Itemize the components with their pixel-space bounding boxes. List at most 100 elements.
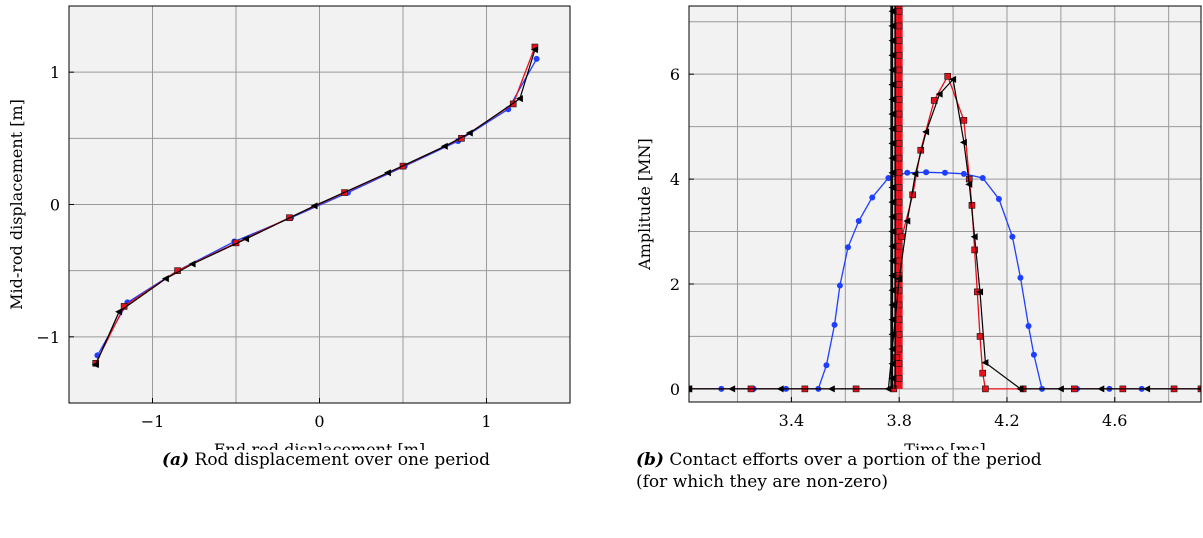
data-point <box>310 202 318 210</box>
spike-marker <box>895 110 903 118</box>
data-point <box>904 169 911 176</box>
data-point <box>465 129 473 137</box>
data-point <box>979 175 986 182</box>
data-point <box>509 100 517 108</box>
y-axis-label: Mid-rod displacement [m] <box>7 99 26 310</box>
data-point <box>1025 322 1032 329</box>
spike-marker <box>895 154 903 162</box>
data-point <box>440 142 448 150</box>
spike-marker <box>895 22 903 30</box>
tick-labels: −1 0 1 −1 0 1 <box>36 63 491 431</box>
data-point <box>1030 351 1037 358</box>
spike-marker <box>888 169 896 177</box>
spike-marker <box>895 375 903 382</box>
spike-marker <box>888 257 896 265</box>
x-axis-label: Time [ms] <box>904 440 985 450</box>
data-point <box>115 308 123 316</box>
data-point <box>530 46 538 54</box>
spike-marker <box>888 7 896 15</box>
caption-b: (b) Contact efforts over a portion of th… <box>636 449 1201 493</box>
data-point <box>831 321 838 328</box>
caption-tag: (b) <box>636 450 664 470</box>
data-point <box>960 170 967 177</box>
data-point <box>893 354 900 361</box>
spike-marker <box>888 374 896 382</box>
chart-rod-displacement: −1 0 1 −1 0 1 End-rod displacement [m] Mid-ro… <box>7 5 571 450</box>
x-tick-label: 4.6 <box>1102 411 1127 430</box>
x-tick-label: 3.8 <box>886 411 911 430</box>
spike-marker <box>888 286 896 294</box>
x-tick-label: 0 <box>314 412 324 431</box>
data-point <box>823 362 830 369</box>
data-point <box>1056 385 1064 393</box>
y-tick-label: 4 <box>670 170 680 189</box>
data-point <box>965 180 973 188</box>
spike-marker <box>895 198 903 206</box>
data-point <box>942 169 948 176</box>
data-point <box>533 55 540 62</box>
data-point <box>383 169 391 177</box>
data-point <box>979 369 987 377</box>
x-tick-label: 3.4 <box>779 411 804 430</box>
series-line <box>96 58 538 356</box>
data-point <box>1009 233 1016 240</box>
data-point <box>944 72 951 80</box>
data-point <box>1097 385 1105 393</box>
spike-marker <box>888 272 896 280</box>
data-point <box>960 117 968 124</box>
data-point <box>982 385 989 393</box>
data-point <box>935 90 943 98</box>
y-tick-label: 1 <box>50 63 60 82</box>
caption-text: Rod displacement over one period <box>194 450 490 470</box>
data-point <box>981 359 989 367</box>
data-point <box>855 218 862 225</box>
x-tick-label: 1 <box>481 412 491 431</box>
spike-marker <box>895 96 903 103</box>
spike-marker <box>888 228 896 236</box>
data-point <box>903 217 911 225</box>
data-point <box>970 233 978 241</box>
data-point <box>923 169 930 176</box>
spike-marker <box>888 22 896 30</box>
series-group <box>689 6 1201 393</box>
spike-marker <box>888 183 896 191</box>
data-point <box>995 196 1002 203</box>
data-point <box>922 128 930 136</box>
x-tick-label: −1 <box>141 412 165 431</box>
spike-marker <box>888 37 896 45</box>
spike-marker <box>888 154 896 162</box>
x-axis-label: End-rod displacement [m] <box>214 440 425 450</box>
data-point <box>161 275 169 283</box>
spike-marker <box>888 213 896 221</box>
spike-marker <box>888 95 896 103</box>
data-point <box>959 138 967 146</box>
data-point <box>976 288 984 296</box>
spike-marker <box>895 213 903 221</box>
y-tick-label: 0 <box>50 196 60 215</box>
spike-marker <box>895 316 903 323</box>
data-point <box>242 235 250 243</box>
y-axis-label: Amplitude [MN] <box>635 138 654 271</box>
data-point <box>1197 386 1201 391</box>
data-point <box>895 275 903 283</box>
data-point <box>949 75 957 83</box>
spike-marker <box>888 66 896 74</box>
data-point <box>1017 274 1024 281</box>
spike-marker <box>895 7 903 15</box>
y-tick-label: 0 <box>670 380 680 399</box>
spike-marker <box>895 242 903 250</box>
data-point <box>976 333 984 340</box>
caption-a: (a) Rod displacement over one period <box>116 449 536 471</box>
spike-marker <box>895 360 903 368</box>
spike-marker <box>895 184 903 191</box>
series-triangle-left <box>91 46 538 369</box>
data-point <box>1143 385 1151 393</box>
data-point <box>911 170 919 178</box>
data-point <box>884 385 892 393</box>
caption-tag: (a) <box>162 450 190 470</box>
caption-text-2: (for which they are non-zero) <box>636 472 888 492</box>
y-tick-label: 6 <box>670 65 680 84</box>
spike-marker <box>895 81 903 88</box>
spike-marker <box>888 139 896 147</box>
tick-labels: 3.4 3.8 4.2 4.6 0 2 4 6 <box>670 65 1128 430</box>
